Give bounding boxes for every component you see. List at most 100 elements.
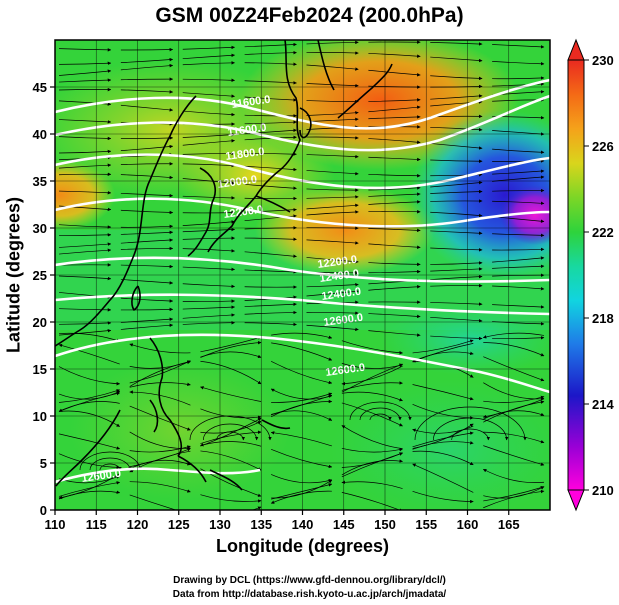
wind-streamline xyxy=(492,247,545,252)
wind-streamline xyxy=(368,98,421,102)
wind-streamline xyxy=(430,180,483,188)
colorbar-tick-label: 218 xyxy=(592,311,614,326)
wind-streamline xyxy=(182,139,235,146)
colorbar-tick-label: 222 xyxy=(592,225,614,240)
wind-streamline xyxy=(58,481,121,497)
wind-streamline xyxy=(120,162,174,166)
wind-streamline xyxy=(368,69,421,77)
wind-streamline xyxy=(58,328,112,336)
contour-label: 12400.0 xyxy=(321,286,362,303)
wind-streamline xyxy=(368,115,421,120)
wind-streamline xyxy=(412,450,474,466)
wind-streamline xyxy=(271,449,333,469)
x-tick-label: 115 xyxy=(86,517,107,532)
wind-streamline xyxy=(368,200,421,205)
wind-streamlines xyxy=(58,40,545,510)
x-tick-label: 165 xyxy=(498,517,520,532)
wind-streamline xyxy=(341,402,403,427)
wind-streamline xyxy=(492,285,545,291)
wind-streamline xyxy=(482,468,545,483)
circulation-streamline xyxy=(432,417,509,441)
wind-streamline xyxy=(492,82,545,87)
wind-streamline xyxy=(306,64,359,71)
wind-streamline xyxy=(200,351,262,359)
wind-streamline xyxy=(129,494,177,510)
wind-streamline xyxy=(271,474,333,484)
wind-streamline xyxy=(58,69,112,76)
wind-streamline xyxy=(182,195,235,200)
wind-streamline xyxy=(368,105,421,113)
height-contour-line xyxy=(55,153,550,190)
wind-streamline xyxy=(244,152,297,156)
colorbar-tick-label: 230 xyxy=(592,53,614,68)
wind-streamline xyxy=(430,189,483,194)
wind-streamline xyxy=(200,336,262,353)
y-tick-label: 15 xyxy=(33,362,47,377)
wind-streamline xyxy=(492,233,545,238)
height-contour-line xyxy=(55,94,550,152)
wind-streamline xyxy=(58,366,121,386)
wind-streamline xyxy=(306,170,359,176)
wind-streamline xyxy=(120,57,174,63)
wind-streamline xyxy=(306,210,359,216)
wind-streamline xyxy=(368,330,421,337)
circulation-streamline xyxy=(89,457,132,471)
wind-streamline xyxy=(200,430,262,444)
y-axis: 0 5 10 15 20 25 30 35 40 45 xyxy=(33,80,55,518)
x-tick-label: 125 xyxy=(168,517,190,532)
wind-streamline xyxy=(430,283,483,288)
coastlines xyxy=(55,40,393,491)
wind-streamline xyxy=(58,233,112,237)
credit-data: Data from http://database.rish.kyoto-u.a… xyxy=(172,589,447,600)
wind-streamline xyxy=(271,342,333,361)
wind-streamline xyxy=(368,285,421,291)
wind-streamline xyxy=(492,304,545,309)
colorbar-tick-label: 214 xyxy=(592,397,614,412)
height-contour-line xyxy=(55,256,550,283)
height-contours: 11600.011600.011800.012000.012200.012200… xyxy=(55,78,550,485)
wind-streamline xyxy=(368,262,421,267)
wind-streamline xyxy=(412,490,474,504)
wind-streamline xyxy=(430,94,483,100)
wind-streamline xyxy=(120,192,174,198)
circulation-streamline xyxy=(359,407,402,421)
contour-label: 12600.0 xyxy=(81,468,122,485)
wind-streamline xyxy=(430,42,483,46)
circulation-streamline xyxy=(451,428,491,441)
wind-streamline xyxy=(244,214,297,222)
wind-streamline xyxy=(430,172,483,177)
wind-streamline xyxy=(58,390,121,400)
page-title: GSM 00Z24Feb2024 (200.0hPa) xyxy=(155,4,464,27)
wind-streamline xyxy=(306,203,359,210)
wind-streamline xyxy=(430,75,483,81)
wind-streamline xyxy=(120,209,174,215)
wind-streamline xyxy=(492,169,545,175)
colorbar: 210 214 218 222 226 230 xyxy=(567,38,614,512)
wind-streamline xyxy=(492,188,545,193)
wind-streamline xyxy=(341,459,403,476)
wind-streamline xyxy=(271,392,333,403)
wind-streamline xyxy=(492,76,545,80)
wind-streamline xyxy=(430,126,483,132)
wind-streamline xyxy=(483,431,545,444)
wind-streamline xyxy=(306,83,359,88)
wind-streamline xyxy=(341,452,403,478)
wind-streamline xyxy=(341,480,403,489)
wind-streamline xyxy=(483,382,545,401)
wind-streamline xyxy=(341,363,403,393)
wind-streamline xyxy=(58,48,112,52)
wind-streamline xyxy=(492,61,545,66)
y-tick-label: 5 xyxy=(40,456,47,471)
wind-streamline xyxy=(58,433,121,450)
wind-streamline xyxy=(251,506,262,510)
wind-streamline xyxy=(200,450,262,471)
wind-streamline xyxy=(200,408,262,419)
wind-streamline xyxy=(58,163,112,169)
wind-streamline xyxy=(483,395,545,403)
wind-streamline xyxy=(120,238,174,244)
wind-streamline xyxy=(244,114,297,118)
x-axis: 110 115 120 125 130 135 140 145 150 155 160 165 xyxy=(45,510,520,532)
x-tick-label: 110 xyxy=(45,517,66,532)
contour-label: 12200.0 xyxy=(317,254,358,271)
height-contour-line xyxy=(55,333,550,394)
